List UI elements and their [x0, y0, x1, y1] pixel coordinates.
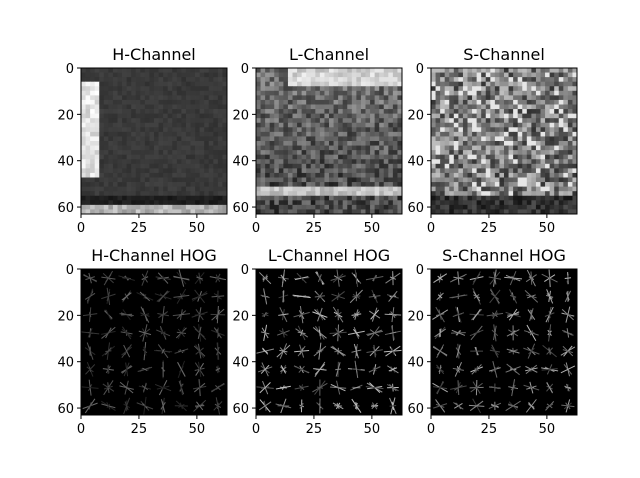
panel-image [431, 269, 577, 415]
y-tick-label: 0 [241, 62, 249, 77]
y-tick-label: 40 [57, 356, 74, 371]
y-tick-label: 60 [57, 201, 74, 216]
y-tick-label: 0 [416, 62, 424, 77]
y-tick-label: 0 [66, 62, 74, 77]
panel-6: S-Channel HOG 0 25 50 0 20 40 60 [407, 246, 578, 437]
y-tick-label: 40 [232, 356, 249, 371]
x-tick-label: 25 [131, 422, 148, 437]
panel-image [256, 269, 402, 415]
x-tick-label: 0 [77, 221, 85, 236]
y-tick-label: 60 [57, 402, 74, 417]
y-tick-label: 40 [407, 155, 424, 170]
axes-frame [80, 67, 228, 215]
x-tick-label: 25 [306, 221, 323, 236]
axes-frame [430, 67, 578, 215]
panel-2: L-Channel 0 25 50 0 20 40 60 [232, 45, 403, 236]
panel-image [256, 68, 403, 215]
x-tick-label: 25 [131, 221, 148, 236]
axes-frame [255, 67, 403, 215]
panel-title: L-Channel HOG [268, 246, 390, 265]
panel-5: L-Channel HOG 0 25 50 0 20 40 60 [232, 246, 403, 437]
x-tick-label: 25 [481, 422, 498, 437]
panel-image [81, 68, 228, 215]
x-tick-label: 50 [539, 422, 556, 437]
y-tick-label: 20 [232, 108, 249, 123]
y-tick-label: 20 [57, 108, 74, 123]
y-tick-label: 60 [232, 201, 249, 216]
y-tick-label: 20 [57, 309, 74, 324]
x-tick-label: 0 [77, 422, 85, 437]
y-tick-label: 60 [407, 201, 424, 216]
panel-title: H-Channel HOG [91, 246, 217, 265]
y-tick-label: 60 [232, 402, 249, 417]
panel-title: S-Channel [463, 45, 545, 64]
y-tick-label: 20 [232, 309, 249, 324]
y-tick-label: 0 [241, 263, 249, 278]
panel-title: S-Channel HOG [442, 246, 566, 265]
panel-title: L-Channel [289, 45, 369, 64]
x-tick-label: 50 [189, 221, 206, 236]
y-tick-label: 0 [416, 263, 424, 278]
y-tick-label: 40 [407, 356, 424, 371]
axes-frame [430, 268, 578, 416]
panel-title: H-Channel [112, 45, 196, 64]
x-tick-label: 50 [539, 221, 556, 236]
y-tick-label: 40 [232, 155, 249, 170]
panel-image [81, 269, 227, 415]
x-tick-label: 0 [427, 422, 435, 437]
x-tick-label: 0 [427, 221, 435, 236]
x-tick-label: 50 [364, 221, 381, 236]
y-tick-label: 40 [57, 155, 74, 170]
panel-3: S-Channel 0 25 50 0 20 40 60 [407, 45, 578, 236]
y-tick-label: 20 [407, 108, 424, 123]
x-tick-label: 25 [481, 221, 498, 236]
y-tick-label: 60 [407, 402, 424, 417]
x-tick-label: 0 [252, 221, 260, 236]
x-tick-label: 0 [252, 422, 260, 437]
x-tick-label: 50 [189, 422, 206, 437]
x-tick-label: 50 [364, 422, 381, 437]
panel-1: H-Channel 0 25 50 0 20 40 60 [57, 45, 228, 236]
panel-4: H-Channel HOG 0 25 50 0 20 40 60 [57, 246, 228, 437]
y-tick-label: 0 [66, 263, 74, 278]
y-tick-label: 20 [407, 309, 424, 324]
panel-image [431, 68, 578, 215]
x-tick-label: 25 [306, 422, 323, 437]
axes-frame [80, 268, 228, 416]
axes-frame [255, 268, 403, 416]
